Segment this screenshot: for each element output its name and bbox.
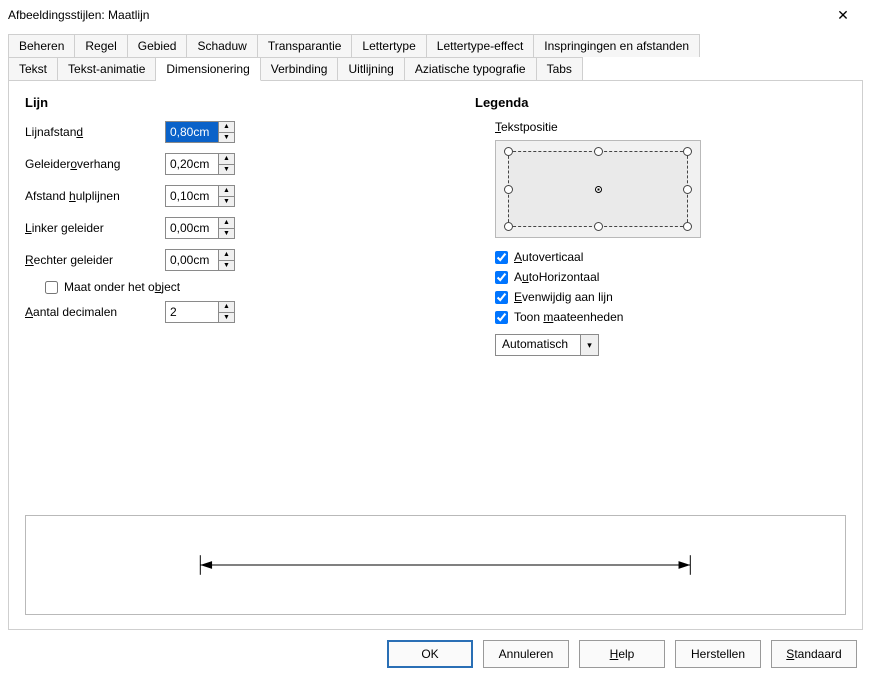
maat-onder-object-row: Maat onder het object [45, 280, 325, 294]
afstand-hulplijnen-stepper[interactable]: ▲▼ [165, 185, 235, 207]
spin-up-icon[interactable]: ▲ [219, 122, 234, 132]
spin-down-icon[interactable]: ▼ [219, 196, 234, 207]
autohorizontaal-checkbox[interactable] [495, 271, 508, 284]
titlebar: Afbeeldingsstijlen: Maatlijn ✕ [0, 0, 871, 30]
tabstrip: Beheren Regel Gebied Schaduw Transparant… [8, 34, 863, 81]
tab-regel[interactable]: Regel [75, 34, 127, 57]
maat-onder-object-checkbox[interactable] [45, 281, 58, 294]
spin-up-icon[interactable]: ▲ [219, 218, 234, 228]
ok-button[interactable]: OK [387, 640, 473, 668]
tabrow-1: Beheren Regel Gebied Schaduw Transparant… [8, 34, 863, 57]
tab-tekst-animatie[interactable]: Tekst-animatie [58, 57, 156, 81]
geleideroverhang-stepper[interactable]: ▲▼ [165, 153, 235, 175]
chevron-down-icon[interactable]: ▾ [580, 335, 598, 355]
label-aantal-decimalen: Aantal decimalen [25, 305, 165, 319]
linker-geleider-input[interactable] [165, 217, 219, 239]
tab-tabs[interactable]: Tabs [537, 57, 583, 81]
spin-up-icon[interactable]: ▲ [219, 302, 234, 312]
spin-down-icon[interactable]: ▼ [219, 164, 234, 175]
tab-lettertype-effect[interactable]: Lettertype-effect [427, 34, 535, 57]
spin-down-icon[interactable]: ▼ [219, 132, 234, 143]
tab-beheren[interactable]: Beheren [8, 34, 75, 57]
spin-up-icon[interactable]: ▲ [219, 186, 234, 196]
close-icon[interactable]: ✕ [823, 1, 863, 29]
afstand-hulplijnen-input[interactable] [165, 185, 219, 207]
label-linker-geleider: Linker geleider [25, 221, 165, 235]
text-position-picker[interactable] [495, 140, 701, 238]
tab-dimensionering[interactable]: Dimensionering [156, 57, 260, 81]
tab-gebied[interactable]: Gebied [128, 34, 188, 57]
tab-schaduw[interactable]: Schaduw [187, 34, 257, 57]
label-rechter-geleider: Rechter geleider [25, 253, 165, 267]
annuleren-button[interactable]: Annuleren [483, 640, 569, 668]
label-autohorizontaal: AutoHorizontaal [514, 270, 599, 284]
spin-down-icon[interactable]: ▼ [219, 312, 234, 323]
aantal-decimalen-stepper[interactable]: ▲▼ [165, 301, 235, 323]
spin-down-icon[interactable]: ▼ [219, 228, 234, 239]
unit-select-value: Automatisch [496, 335, 580, 355]
spin-up-icon[interactable]: ▲ [219, 154, 234, 164]
tab-panel-dimensionering: Lijn Lijnafstand ▲▼ Geleideroverhang ▲▼ … [8, 80, 863, 630]
label-autoverticaal: Autoverticaal [514, 250, 583, 264]
section-title-lijn: Lijn [25, 95, 325, 110]
rechter-geleider-stepper[interactable]: ▲▼ [165, 249, 235, 271]
section-legenda: Legenda Tekstpositie Autoverticaal [475, 95, 701, 356]
spin-up-icon[interactable]: ▲ [219, 250, 234, 260]
button-bar: OK Annuleren Help Herstellen Standaard [0, 630, 871, 678]
linker-geleider-stepper[interactable]: ▲▼ [165, 217, 235, 239]
tab-aziatische-typografie[interactable]: Aziatische typografie [405, 57, 537, 81]
aantal-decimalen-input[interactable] [165, 301, 219, 323]
rechter-geleider-input[interactable] [165, 249, 219, 271]
geleideroverhang-input[interactable] [165, 153, 219, 175]
window-title: Afbeeldingsstijlen: Maatlijn [8, 8, 823, 22]
autoverticaal-checkbox[interactable] [495, 251, 508, 264]
tab-tekst[interactable]: Tekst [8, 57, 58, 81]
toon-maateenheden-checkbox[interactable] [495, 311, 508, 324]
label-maat-onder-object: Maat onder het object [64, 280, 180, 294]
help-button[interactable]: Help [579, 640, 665, 668]
tab-verbinding[interactable]: Verbinding [261, 57, 339, 81]
label-lijnafstand: Lijnafstand [25, 125, 165, 139]
unit-select[interactable]: Automatisch ▾ [495, 334, 599, 356]
lijnafstand-stepper[interactable]: ▲▼ [165, 121, 235, 143]
evenwijdig-checkbox[interactable] [495, 291, 508, 304]
label-geleideroverhang: Geleideroverhang [25, 157, 165, 171]
dimension-preview [25, 515, 846, 615]
tab-lettertype[interactable]: Lettertype [352, 34, 426, 57]
spin-down-icon[interactable]: ▼ [219, 260, 234, 271]
label-evenwijdig: Evenwijdig aan lijn [514, 290, 613, 304]
label-toon-maateenheden: Toon maateenheden [514, 310, 623, 324]
tab-transparantie[interactable]: Transparantie [258, 34, 353, 57]
herstellen-button[interactable]: Herstellen [675, 640, 761, 668]
standaard-button[interactable]: Standaard [771, 640, 857, 668]
tab-inspringingen[interactable]: Inspringingen en afstanden [534, 34, 700, 57]
label-afstand-hulplijnen: Afstand hulplijnen [25, 189, 165, 203]
section-lijn: Lijn Lijnafstand ▲▼ Geleideroverhang ▲▼ … [25, 95, 325, 356]
tab-uitlijning[interactable]: Uitlijning [338, 57, 404, 81]
label-tekstpositie: Tekstpositie [495, 120, 701, 134]
lijnafstand-input[interactable] [165, 121, 219, 143]
section-title-legenda: Legenda [475, 95, 701, 110]
tabrow-2: Tekst Tekst-animatie Dimensionering Verb… [8, 57, 863, 81]
